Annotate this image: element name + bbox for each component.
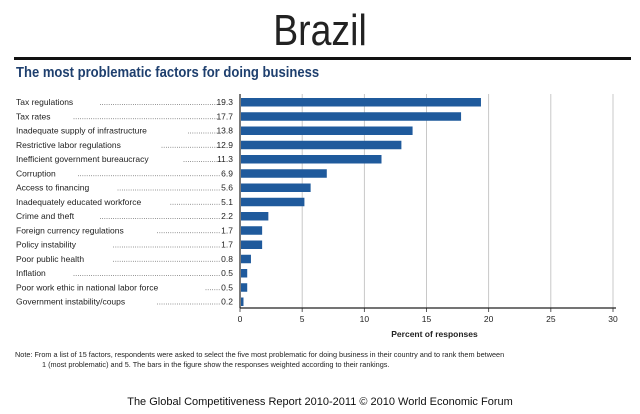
x-tick-label: 15 — [422, 314, 432, 324]
value-label: 5.6 — [221, 183, 233, 193]
bar-11 — [241, 240, 263, 249]
category-label: Poor work ethic in national labor force — [16, 282, 158, 292]
category-label: Foreign currency regulations — [16, 225, 124, 235]
title-rule — [14, 57, 631, 60]
value-label: 0.5 — [221, 282, 233, 292]
bar-8 — [241, 197, 305, 207]
chart-subtitle: The most problematic factors for doing b… — [16, 65, 320, 81]
value-label: 11.3 — [217, 154, 233, 164]
value-label: 12.9 — [216, 140, 233, 150]
category-label: Tax regulations — [16, 97, 73, 107]
bar-15 — [241, 297, 244, 306]
x-tick-label: 10 — [360, 314, 370, 324]
bar-12 — [241, 254, 251, 264]
category-label: Restrictive labor regulations — [16, 140, 121, 150]
bar-1 — [241, 98, 481, 107]
category-label: Policy instability — [16, 240, 77, 250]
chart-title: Brazil — [273, 6, 367, 55]
note-line-2: 1 (most problematic) and 5. The bars in … — [42, 360, 390, 369]
value-label: 1.7 — [221, 225, 233, 235]
value-label: 5.1 — [221, 197, 233, 207]
value-label: 0.8 — [221, 254, 233, 264]
category-label: Crime and theft — [16, 211, 75, 221]
footer: The Global Competitiveness Report 2010-2… — [127, 396, 513, 408]
value-label: 6.9 — [221, 168, 233, 178]
bar-5 — [241, 155, 382, 164]
value-label: 19.3 — [216, 97, 233, 107]
bar-13 — [241, 269, 248, 278]
category-label: Government instability/coups — [16, 297, 125, 307]
category-label: Poor public health — [16, 254, 84, 264]
value-label: 17.7 — [216, 111, 233, 121]
value-label: 0.2 — [221, 297, 233, 307]
category-label: Inflation — [16, 268, 46, 278]
x-tick-label: 5 — [300, 314, 305, 324]
category-label: Inadequate supply of infrastructure — [16, 126, 147, 136]
bar-7 — [241, 183, 311, 192]
bar-chart: 0 5 10 15 20 25 30 Percent of responses Tax regu… — [16, 94, 618, 339]
bar-14 — [241, 283, 248, 292]
bar-10 — [241, 226, 263, 235]
bar-3 — [241, 126, 413, 135]
category-label: Tax rates — [16, 111, 51, 121]
value-label: 1.7 — [221, 240, 233, 250]
bar-6 — [241, 169, 327, 178]
chart-note: Note: From a list of 15 factors, respond… — [15, 350, 615, 370]
value-label: 0.5 — [221, 268, 233, 278]
category-label: Access to financing — [16, 183, 90, 193]
value-label: 13.8 — [216, 126, 233, 136]
bar-2 — [241, 112, 462, 121]
x-tick-label: 20 — [484, 314, 494, 324]
category-label: Inadequately educated workforce — [16, 197, 141, 207]
bar-4 — [241, 140, 402, 150]
category-label: Inefficient government bureaucracy — [16, 154, 149, 164]
value-label: 2.2 — [221, 211, 233, 221]
x-tick-label: 0 — [238, 314, 243, 324]
x-tick-label: 25 — [546, 314, 556, 324]
category-label: Corruption — [16, 168, 56, 178]
x-tick-label: 30 — [608, 314, 618, 324]
bar-9 — [241, 212, 269, 221]
note-line-1: Note: From a list of 15 factors, respond… — [15, 350, 505, 359]
x-axis-label: Percent of responses — [391, 329, 478, 339]
